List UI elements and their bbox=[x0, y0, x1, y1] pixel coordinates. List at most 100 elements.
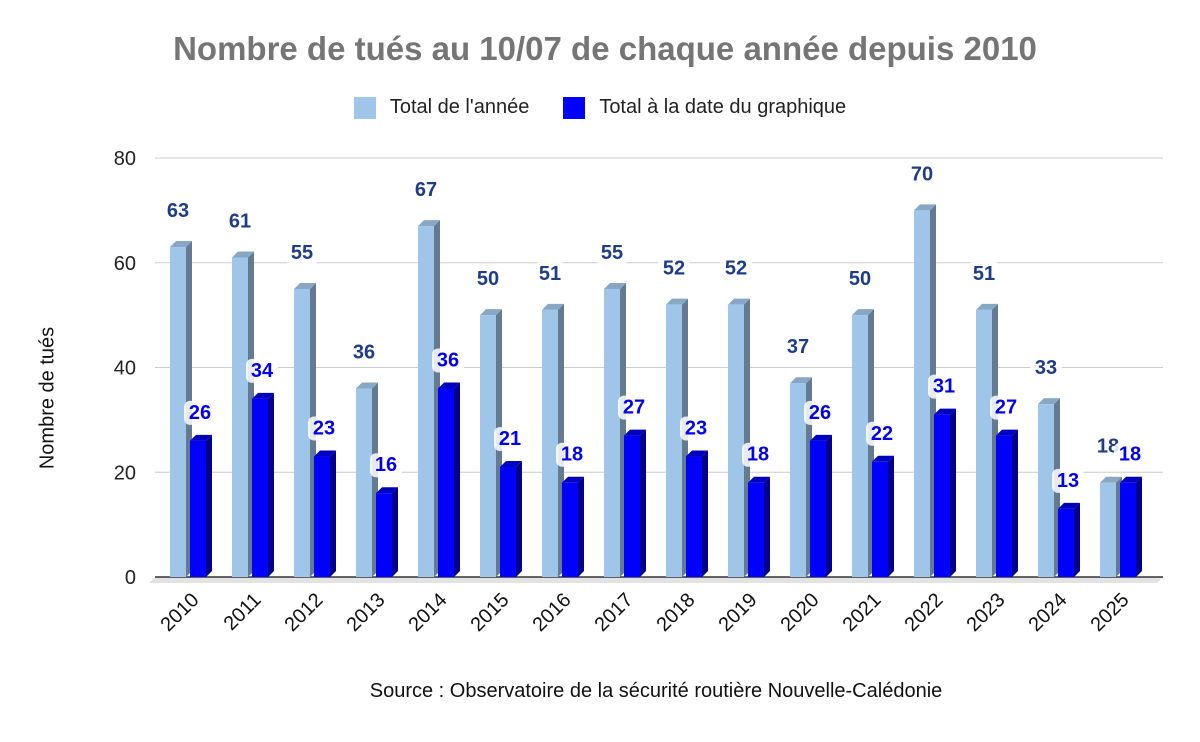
data-label: 51 bbox=[539, 263, 561, 285]
x-tick-label: 2023 bbox=[963, 589, 1010, 636]
bar bbox=[1100, 476, 1122, 577]
bar bbox=[542, 303, 564, 577]
legend-item-to-date: Total à la date du graphique bbox=[563, 96, 846, 119]
bar-side bbox=[702, 450, 708, 577]
bar-side bbox=[950, 408, 956, 577]
bar bbox=[500, 461, 522, 577]
data-label-bg bbox=[370, 453, 402, 478]
data-label: 67 bbox=[415, 179, 437, 201]
data-label-bg bbox=[534, 261, 566, 286]
bar-side bbox=[516, 461, 522, 577]
bar bbox=[562, 476, 584, 577]
bar-front bbox=[232, 257, 248, 577]
data-label-bg bbox=[184, 400, 216, 425]
data-label: 23 bbox=[313, 418, 335, 440]
bar-top bbox=[666, 298, 688, 305]
bar-top bbox=[562, 476, 584, 483]
data-label: 70 bbox=[911, 163, 933, 185]
bar-top bbox=[542, 303, 564, 310]
x-tick-label: 2020 bbox=[777, 589, 824, 636]
bar-top bbox=[914, 204, 936, 211]
bar bbox=[996, 429, 1018, 577]
x-tick-label: 2022 bbox=[901, 589, 948, 636]
bar bbox=[976, 303, 998, 577]
bar bbox=[686, 450, 708, 577]
bar-top bbox=[748, 476, 770, 483]
legend-swatch-to-date bbox=[563, 96, 586, 119]
bar-front bbox=[562, 482, 578, 577]
bar-side bbox=[826, 434, 832, 577]
data-label: 52 bbox=[663, 258, 685, 280]
bar-side bbox=[1136, 476, 1142, 577]
bar-side bbox=[392, 487, 398, 577]
bar-top bbox=[376, 487, 398, 494]
data-label: 18 bbox=[747, 444, 769, 466]
bar-side bbox=[454, 382, 460, 577]
bar-front bbox=[1058, 508, 1074, 577]
bar bbox=[438, 382, 460, 577]
data-label-bg bbox=[782, 335, 814, 360]
data-label-bg bbox=[494, 427, 526, 452]
data-label-bg bbox=[410, 178, 442, 203]
data-label-bg bbox=[720, 256, 752, 281]
bar-top bbox=[500, 461, 522, 468]
bar-side bbox=[1074, 502, 1080, 577]
bar-front bbox=[314, 456, 330, 577]
data-label-bg bbox=[680, 416, 712, 441]
y-tick-label: 20 bbox=[114, 462, 136, 484]
data-label: 63 bbox=[167, 200, 189, 222]
bar-front bbox=[624, 435, 640, 577]
bar-top bbox=[790, 377, 812, 384]
bar bbox=[604, 282, 626, 577]
data-label: 36 bbox=[353, 341, 375, 363]
data-label-bg bbox=[968, 261, 1000, 286]
bar-side bbox=[206, 434, 212, 577]
bar-side bbox=[1012, 429, 1018, 577]
bar-front bbox=[1038, 404, 1054, 577]
chart-title: Nombre de tués au 10/07 de chaque année … bbox=[173, 30, 1037, 67]
bar-top bbox=[418, 220, 440, 227]
data-label: 27 bbox=[995, 397, 1017, 419]
data-label-bg bbox=[990, 395, 1022, 420]
bar-top bbox=[190, 434, 212, 441]
bar-top bbox=[294, 282, 316, 289]
bar bbox=[934, 408, 956, 577]
data-label: 36 bbox=[437, 349, 459, 371]
bar-top bbox=[1058, 502, 1080, 509]
data-label: 21 bbox=[499, 428, 521, 450]
data-label: 23 bbox=[685, 418, 707, 440]
bar-top bbox=[728, 298, 750, 305]
bar-front bbox=[356, 388, 372, 577]
data-label: 51 bbox=[973, 263, 995, 285]
data-label-bg bbox=[432, 348, 464, 373]
bar bbox=[314, 450, 336, 577]
bar-top bbox=[438, 382, 460, 389]
bar bbox=[728, 298, 750, 577]
floor bbox=[149, 577, 1163, 583]
data-label: 50 bbox=[477, 268, 499, 290]
data-label-bg bbox=[162, 199, 194, 224]
bar-top bbox=[996, 429, 1018, 436]
data-label-bg bbox=[928, 374, 960, 399]
data-label: 37 bbox=[787, 336, 809, 358]
bar-top bbox=[810, 434, 832, 441]
bar-front bbox=[872, 461, 888, 577]
bar bbox=[1058, 502, 1080, 577]
data-label-bg bbox=[286, 240, 318, 265]
y-tick-label: 60 bbox=[114, 253, 136, 275]
bar-side bbox=[764, 476, 770, 577]
x-tick-label: 2016 bbox=[529, 589, 576, 636]
legend-swatch-annual bbox=[353, 96, 376, 119]
bar-front bbox=[190, 440, 206, 577]
bar bbox=[418, 220, 440, 577]
bar-top bbox=[624, 429, 646, 436]
data-label: 18 bbox=[1119, 444, 1141, 466]
legend-label-to-date: Total à la date du graphique bbox=[599, 96, 847, 118]
source-note: Source : Observatoire de la sécurité rou… bbox=[369, 680, 943, 702]
data-label: 13 bbox=[1057, 470, 1079, 492]
bar-top bbox=[356, 382, 378, 389]
bar-front bbox=[170, 247, 186, 577]
bar-top bbox=[314, 450, 336, 457]
data-label: 61 bbox=[229, 211, 251, 233]
